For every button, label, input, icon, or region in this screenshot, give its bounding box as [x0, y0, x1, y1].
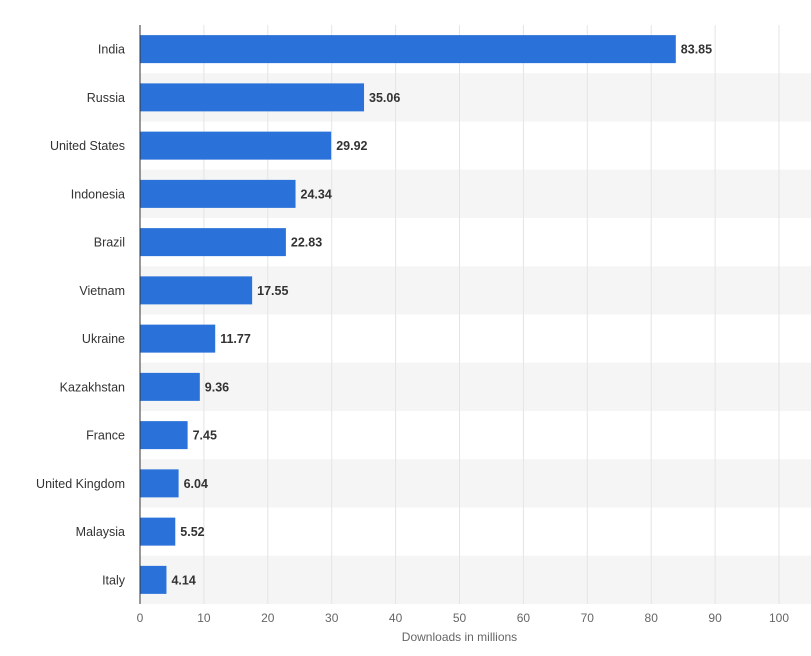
- bar: [140, 276, 253, 305]
- x-tick-label: 50: [453, 611, 467, 625]
- value-label: 6.04: [184, 477, 208, 491]
- value-label: 83.85: [681, 43, 712, 57]
- x-tick-label: 90: [708, 611, 722, 625]
- x-tick-label: 80: [645, 611, 659, 625]
- x-axis-title: Downloads in millions: [402, 630, 517, 644]
- value-label: 22.83: [291, 236, 322, 250]
- category-label: Indonesia: [71, 187, 125, 201]
- value-label: 9.36: [205, 380, 229, 394]
- x-tick-label: 60: [517, 611, 531, 625]
- bars: [140, 35, 676, 594]
- value-label: 5.52: [180, 525, 204, 539]
- category-label: Brazil: [94, 236, 125, 250]
- x-tick-labels: 0 10 20 30 40 50 60 70 80 90 100: [137, 611, 790, 625]
- bar: [140, 131, 332, 160]
- category-label: United States: [50, 139, 125, 153]
- x-tick-label: 70: [581, 611, 595, 625]
- category-label: Vietnam: [79, 284, 125, 298]
- category-label: India: [98, 43, 125, 57]
- value-label: 24.34: [301, 187, 332, 201]
- bar: [140, 372, 200, 401]
- bar: [140, 83, 365, 112]
- category-label: Malaysia: [76, 525, 125, 539]
- x-tick-label: 100: [769, 611, 789, 625]
- bar: [140, 179, 296, 208]
- category-label: France: [86, 429, 125, 443]
- category-label: Kazakhstan: [60, 380, 125, 394]
- bar: [140, 565, 167, 594]
- value-label: 35.06: [369, 91, 400, 105]
- row-band: [140, 362, 811, 411]
- value-label: 7.45: [193, 429, 217, 443]
- bar: [140, 35, 676, 64]
- bar: [140, 228, 286, 257]
- bar: [140, 469, 179, 498]
- x-tick-label: 40: [389, 611, 403, 625]
- value-label: 17.55: [257, 284, 288, 298]
- row-bands: [140, 73, 811, 604]
- bar: [140, 421, 188, 450]
- category-label: Italy: [102, 573, 126, 587]
- gridlines: [203, 25, 780, 604]
- bar: [140, 517, 176, 546]
- category-label: United Kingdom: [36, 477, 125, 491]
- row-band: [140, 555, 811, 604]
- category-labels: India Russia United States Indonesia Brazil V…: [36, 43, 126, 588]
- value-label: 29.92: [336, 139, 367, 153]
- bar: [140, 324, 216, 353]
- category-label: Russia: [87, 91, 125, 105]
- x-tick-label: 30: [325, 611, 339, 625]
- x-tick-label: 10: [197, 611, 211, 625]
- value-labels: 83.85 35.06 29.92 24.34 22.83 17.55 11.77 9.36 7…: [171, 43, 712, 588]
- x-tick-label: 20: [261, 611, 275, 625]
- value-label: 4.14: [171, 573, 195, 587]
- x-tick-label: 0: [137, 611, 144, 625]
- value-label: 11.77: [220, 332, 251, 346]
- row-band: [140, 459, 811, 508]
- category-label: Ukraine: [82, 332, 125, 346]
